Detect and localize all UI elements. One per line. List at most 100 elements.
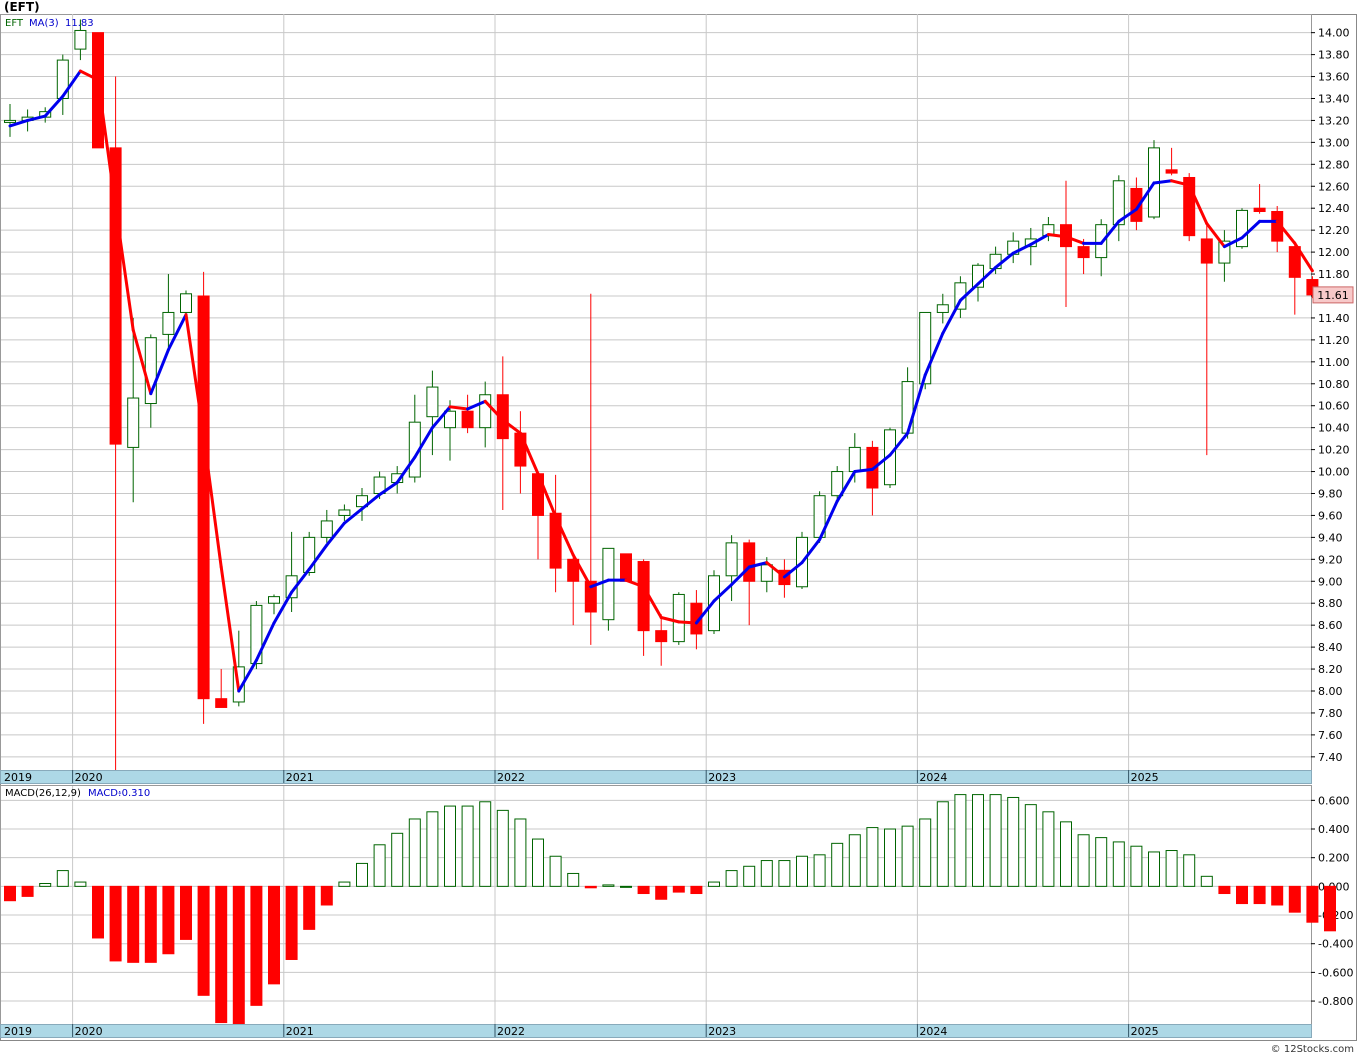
price-tick-label: 7.80 <box>1318 707 1343 720</box>
ma-segment <box>1029 233 1050 246</box>
candle-body <box>655 630 668 643</box>
ma-segment <box>325 521 346 547</box>
macd-bar <box>1200 875 1213 887</box>
x-tick-label: 2019 <box>4 771 32 784</box>
macd-legend-value: -0.310 <box>118 788 150 799</box>
x-tick-label: 2020 <box>75 771 103 784</box>
price-tick-label: 9.40 <box>1318 531 1343 544</box>
candle-body <box>760 564 773 582</box>
candle-body <box>1200 238 1213 264</box>
price-tick-label: 10.00 <box>1318 466 1350 479</box>
macd-bar <box>796 855 808 887</box>
macd-bar <box>1007 796 1020 887</box>
ma-segment <box>571 553 593 589</box>
macd-bar <box>338 881 351 887</box>
candle-body <box>1130 187 1143 222</box>
macd-panel <box>0 785 1312 1025</box>
macd-tick-label: 0.600 <box>1318 794 1350 807</box>
ma-segment <box>589 578 610 589</box>
candle-body <box>584 580 597 613</box>
ma-segment <box>272 590 294 625</box>
macd-bar <box>672 885 685 893</box>
ma-segment <box>712 583 734 603</box>
macd-tick-label: 0.400 <box>1318 823 1350 836</box>
macd-legend-label: MACD: <box>88 788 121 799</box>
macd-bar <box>39 882 52 887</box>
price-tick-label: 13.40 <box>1318 92 1350 105</box>
ma-segment <box>61 69 82 98</box>
price-tick-label: 8.00 <box>1318 685 1343 698</box>
candle-body <box>250 604 263 665</box>
ma-segment <box>536 472 558 519</box>
price-tick-label: 7.40 <box>1318 751 1343 764</box>
ma-segment <box>1293 241 1314 273</box>
ma-segment <box>26 114 47 122</box>
macd-bar <box>1271 885 1284 906</box>
ma-segment <box>624 578 646 589</box>
candle-body <box>919 311 932 385</box>
price-tick-label: 12.40 <box>1318 202 1350 215</box>
macd-bar <box>831 842 844 887</box>
macd-bar <box>444 805 456 887</box>
candle-body <box>1077 246 1090 259</box>
ma-segment <box>888 431 910 457</box>
x-tick-label: 2025 <box>1131 771 1159 784</box>
ma-segment <box>976 265 998 286</box>
macd-bar <box>373 844 386 887</box>
legend-ma-value: 11.83 <box>65 18 94 29</box>
macd-bar <box>567 872 580 887</box>
x-tick-label: 2021 <box>286 771 314 784</box>
macd-bar <box>408 818 421 887</box>
macd-bar <box>866 827 879 887</box>
macd-bar <box>743 865 756 887</box>
price-tick-label: 9.60 <box>1318 509 1343 522</box>
macd-bar <box>708 881 720 887</box>
candle-body <box>162 311 175 335</box>
candle-body <box>180 293 192 313</box>
macd-bar <box>127 885 140 963</box>
macd-bar <box>1165 850 1178 887</box>
candle-body <box>936 304 949 313</box>
ma-segment <box>378 481 399 497</box>
ma-segment <box>237 658 258 693</box>
ma-segment <box>642 585 663 619</box>
price-tick-label: 12.20 <box>1318 224 1350 237</box>
macd-bar <box>532 838 544 887</box>
macd-bar <box>813 854 826 887</box>
ma-segment <box>994 251 1015 269</box>
macd-bar <box>232 885 245 1025</box>
macd-bar <box>620 885 632 888</box>
macd-bar <box>690 885 703 895</box>
price-tick-label: 10.20 <box>1318 444 1350 457</box>
candle-body <box>602 547 615 621</box>
x-tick-label: 2022 <box>497 771 525 784</box>
candle-body <box>461 410 474 429</box>
price-x-axis-strip <box>0 770 1312 784</box>
macd-bar <box>320 885 333 906</box>
candle-body <box>690 602 703 635</box>
price-tick-label: 8.80 <box>1318 597 1343 610</box>
macd-bar <box>356 862 368 887</box>
candle-body <box>74 29 87 50</box>
macd-bar <box>162 885 175 955</box>
x-tick-label: 2025 <box>1131 1025 1159 1038</box>
macd-bar <box>1324 885 1336 932</box>
macd-bar <box>972 794 984 887</box>
ma-segment <box>166 313 188 352</box>
macd-bar <box>1024 804 1037 887</box>
macd-bar <box>92 885 104 939</box>
ma-segment <box>906 373 927 435</box>
ma-segment <box>219 565 241 693</box>
price-tick-label: 13.80 <box>1318 49 1350 62</box>
macd-tick-label: -0.600 <box>1318 966 1353 979</box>
ma-segment <box>1117 207 1138 223</box>
macd-bar <box>1148 851 1160 887</box>
ma-segment <box>870 453 892 471</box>
ma-segment <box>131 328 153 396</box>
macd-tick-label: -0.800 <box>1318 995 1353 1008</box>
macd-bar <box>74 881 87 887</box>
macd-bar <box>514 818 527 887</box>
ma-segment <box>1046 233 1068 239</box>
price-tick-label: 8.20 <box>1318 663 1343 676</box>
